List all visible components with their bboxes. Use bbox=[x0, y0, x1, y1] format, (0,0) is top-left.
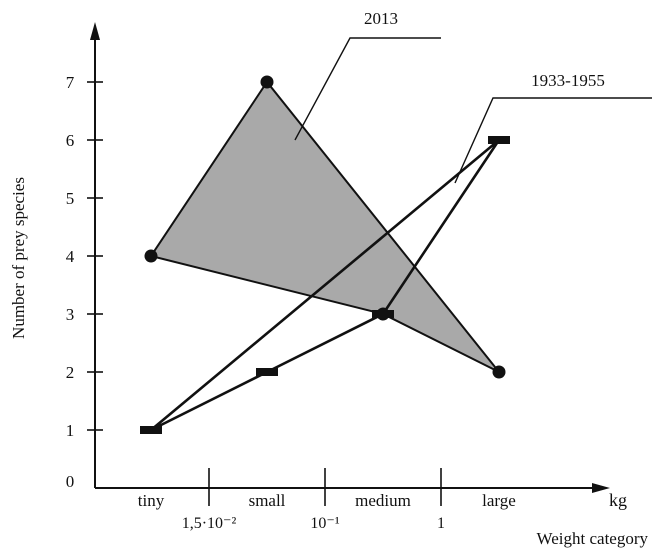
series-1933-1955-point bbox=[372, 310, 394, 318]
series-2013-area bbox=[149, 80, 500, 373]
x-axis-arrow-icon bbox=[592, 483, 610, 493]
x-axis-label: Weight category bbox=[537, 529, 649, 548]
series-1933-1955-leader bbox=[454, 97, 652, 184]
y-axis-arrow-icon bbox=[90, 22, 100, 40]
category-label: medium bbox=[355, 491, 411, 510]
y-tick-label: 7 bbox=[66, 73, 75, 92]
series-1933-1955-label: 1933-1955 bbox=[531, 71, 605, 90]
series-2013-point bbox=[144, 249, 158, 263]
series-2013-label: 2013 bbox=[364, 9, 398, 28]
series-2013-leader bbox=[294, 37, 441, 141]
y-tick-label: 1 bbox=[66, 421, 75, 440]
series-1933-1955-point bbox=[488, 136, 510, 144]
boundary-label: 10⁻¹ bbox=[310, 515, 339, 532]
y-tick-label: 5 bbox=[66, 189, 75, 208]
series-2013-point bbox=[492, 365, 506, 379]
x-axis-unit: kg bbox=[609, 490, 627, 510]
category-label: large bbox=[482, 491, 516, 510]
y-tick-label: 0 bbox=[66, 472, 75, 491]
y-tick-label: 3 bbox=[66, 305, 75, 324]
series-2013-point bbox=[260, 75, 274, 89]
y-tick-label: 2 bbox=[66, 363, 75, 382]
series-1933-1955-point bbox=[140, 426, 162, 434]
y-axis-label: Number of prey species bbox=[9, 177, 28, 339]
category-label: small bbox=[249, 491, 286, 510]
boundary-label: 1,5·10⁻² bbox=[182, 515, 237, 532]
y-tick-label: 4 bbox=[66, 247, 75, 266]
y-tick-label: 6 bbox=[66, 131, 75, 150]
boundary-label: 1 bbox=[437, 515, 445, 532]
series-1933-1955-point bbox=[256, 368, 278, 376]
category-label: tiny bbox=[138, 491, 165, 510]
